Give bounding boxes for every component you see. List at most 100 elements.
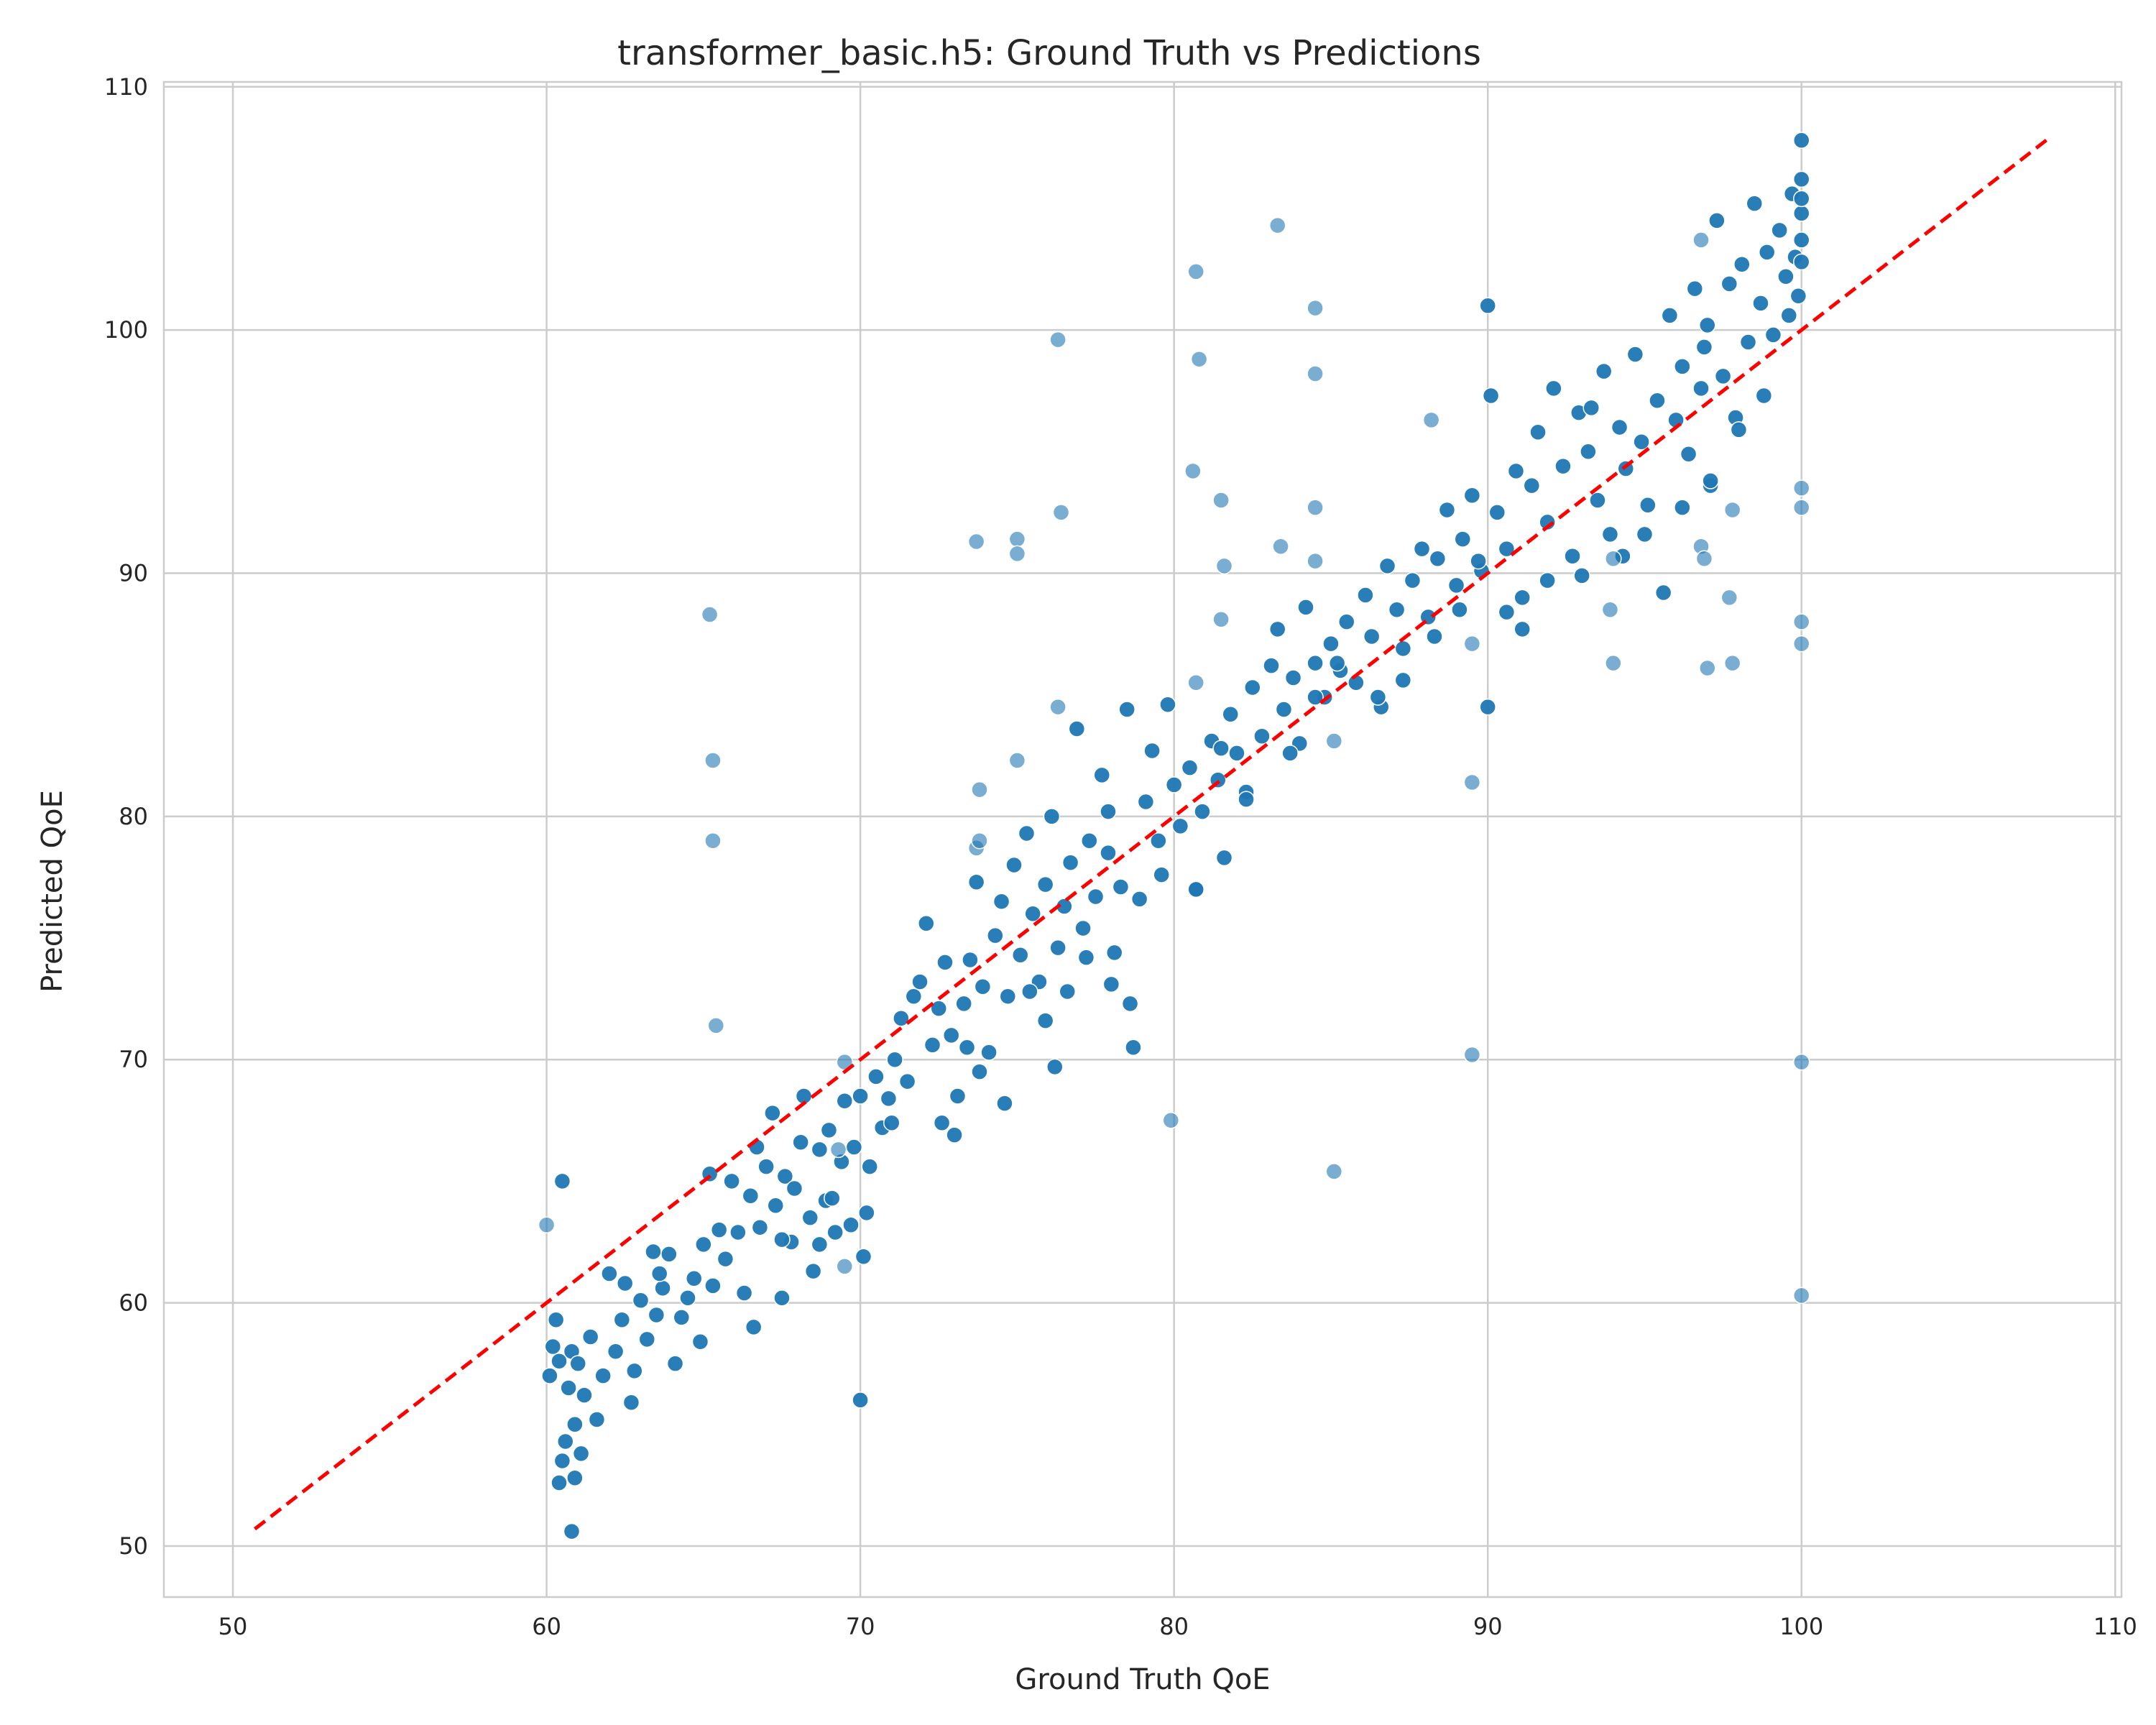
scatter-point — [1514, 620, 1531, 638]
scatter-point — [967, 873, 985, 891]
scatter-point — [1268, 620, 1286, 638]
scatter-point — [1005, 856, 1023, 874]
scatter-point — [1454, 530, 1472, 548]
scatter-point — [1159, 696, 1176, 713]
scatter-point — [1021, 983, 1038, 1000]
scatter-point — [824, 1190, 841, 1207]
scatter-point — [1720, 589, 1738, 607]
scatter-point — [933, 1114, 951, 1131]
scatter-point — [1507, 462, 1525, 480]
scatter-point — [1307, 299, 1324, 317]
scatter-point — [836, 1092, 854, 1110]
scatter-point — [786, 1179, 803, 1197]
scatter-point — [1187, 263, 1204, 280]
scatter-point — [1105, 944, 1123, 962]
scatter-point — [645, 1243, 662, 1261]
scatter-point — [1777, 267, 1795, 285]
y-tick-label: 90 — [119, 559, 148, 586]
scatter-point — [1100, 844, 1117, 862]
scatter-point — [1036, 875, 1054, 893]
scatter-point — [569, 1355, 586, 1372]
scatter-point — [1514, 589, 1531, 607]
y-axis-label: Predicted QoE — [36, 790, 69, 993]
scatter-point — [729, 1223, 747, 1241]
data-points — [538, 132, 1810, 1540]
chart-title: transformer_basic.h5: Ground Truth vs Pr… — [617, 33, 1481, 73]
scatter-point — [792, 1133, 809, 1151]
scatter-point — [1654, 584, 1672, 602]
scatter-point — [1752, 295, 1769, 312]
scatter-point — [695, 1236, 712, 1254]
scatter-point — [1190, 350, 1208, 368]
scatter-point — [1012, 946, 1029, 964]
scatter-point — [710, 1221, 728, 1238]
scatter-point — [1488, 504, 1506, 521]
scatter-point — [773, 1230, 791, 1248]
scatter-point — [1714, 367, 1732, 385]
scatter-point — [1733, 256, 1751, 273]
scatter-point — [880, 1090, 898, 1108]
scatter-point — [1482, 387, 1500, 405]
scatter-point — [553, 1172, 571, 1190]
scatter-point — [1438, 501, 1456, 519]
scatter-point — [1792, 231, 1810, 249]
scatter-point — [1413, 540, 1431, 558]
scatter-point — [1633, 433, 1650, 451]
scatter-point — [1479, 297, 1496, 315]
scatter-point — [1792, 635, 1810, 653]
scatter-point — [1052, 504, 1070, 521]
x-tick-label: 100 — [1779, 1613, 1823, 1640]
y-tick-label: 80 — [119, 803, 148, 830]
scatter-point — [1194, 803, 1211, 820]
scatter-point — [1307, 499, 1324, 516]
scatter-point — [1792, 1287, 1810, 1305]
scatter-point — [767, 1197, 784, 1214]
scatter-point — [757, 1158, 775, 1175]
scatter-point — [686, 1269, 703, 1287]
scatter-point — [1611, 418, 1628, 436]
scatter-point — [1307, 552, 1324, 570]
scatter-point — [717, 1250, 734, 1268]
scatter-point — [1215, 557, 1233, 575]
scatter-point — [1699, 316, 1716, 334]
scatter-point — [980, 1044, 998, 1061]
scatter-point — [666, 1355, 684, 1372]
scatter-point — [804, 1262, 822, 1280]
scatter-point — [852, 1087, 869, 1105]
scatter-point — [1049, 331, 1067, 349]
scatter-point — [1238, 791, 1255, 808]
y-tick-label: 70 — [119, 1046, 148, 1073]
scatter-point — [1046, 1058, 1064, 1076]
scatter-point — [801, 1209, 819, 1226]
scatter-point — [923, 1036, 941, 1054]
scatter-point — [1184, 462, 1202, 480]
scatter-point — [1187, 880, 1204, 898]
scatter-point — [930, 1000, 947, 1017]
scatter-point — [1674, 499, 1691, 516]
scatter-point — [1755, 387, 1773, 405]
scatter-point — [679, 1289, 696, 1307]
scatter-point — [958, 1039, 976, 1057]
scatter-point — [1692, 231, 1710, 249]
scatter-point — [1529, 423, 1547, 441]
scatter-point — [1792, 499, 1810, 516]
scatter-point — [1212, 611, 1230, 628]
scatter-point — [1792, 170, 1810, 188]
scatter-point — [1018, 824, 1036, 842]
scatter-point — [911, 973, 929, 990]
scatter-point — [1680, 445, 1697, 463]
scatter-point — [861, 1158, 878, 1175]
scatter-point — [566, 1416, 584, 1433]
scatter-point — [1307, 365, 1324, 382]
scatter-point — [572, 1445, 590, 1463]
scatter-point — [811, 1236, 829, 1254]
scatter-point — [1498, 540, 1516, 558]
scatter-point — [1692, 380, 1710, 397]
scatter-point — [1699, 659, 1716, 677]
scatter-point — [1792, 613, 1810, 630]
scatter-point — [1275, 701, 1293, 718]
scatter-point — [1573, 567, 1590, 584]
scatter-point — [1272, 538, 1289, 556]
scatter-point — [883, 1114, 900, 1131]
scatter-point — [1008, 752, 1026, 769]
